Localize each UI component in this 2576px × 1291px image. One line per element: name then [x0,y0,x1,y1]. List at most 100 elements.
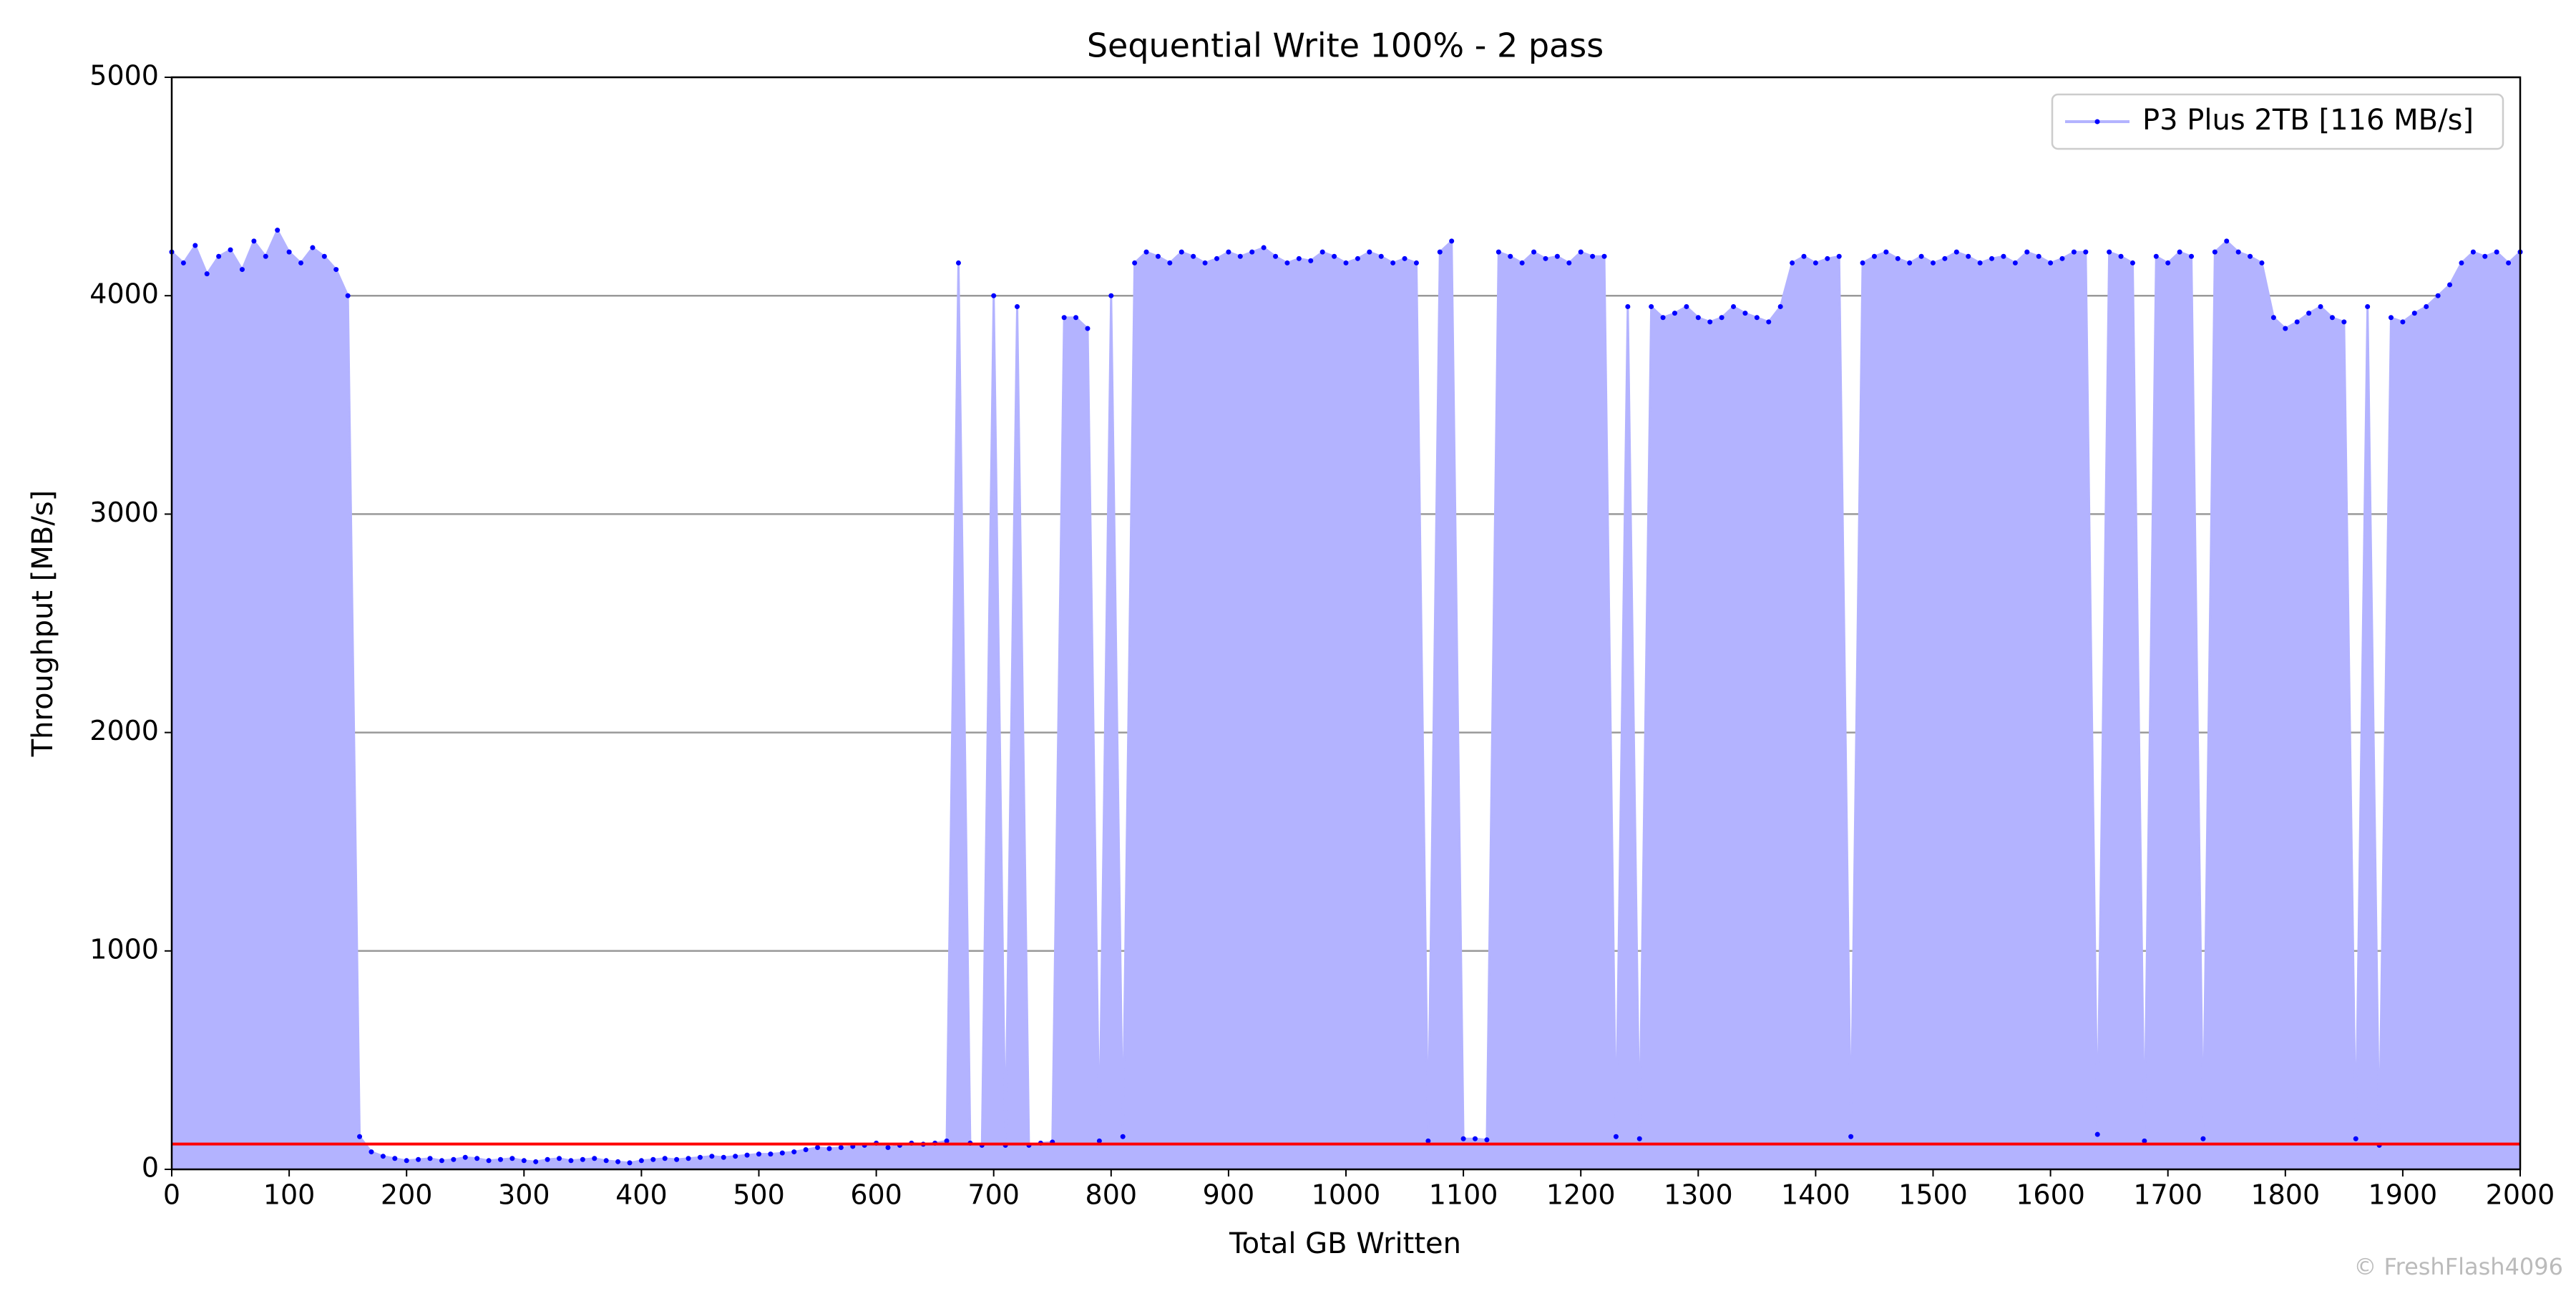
data-point [1754,315,1760,321]
data-point [298,260,304,265]
data-point [1636,1136,1642,1141]
data-point [2270,315,2276,321]
data-point [1695,315,1701,321]
y-tick-label: 1000 [89,933,159,965]
data-point [733,1154,738,1159]
data-point [2107,249,2112,255]
data-point [1883,249,1889,255]
data-point [1966,253,1971,259]
data-point [1284,260,1290,265]
data-point [2494,249,2499,255]
data-point [2482,253,2488,259]
data-point [1460,1136,1466,1141]
data-point [955,260,961,265]
data-point [416,1156,421,1162]
data-point [2235,249,2241,255]
data-point [486,1158,492,1164]
plot-frame [170,76,2522,1171]
data-point [275,228,280,233]
data-point [2153,253,2159,259]
data-point [1989,255,1995,261]
data-point [2388,315,2394,321]
x-tick-label: 1100 [1429,1179,1498,1211]
data-point [2129,260,2135,265]
data-point [1931,260,1936,265]
legend-box [2051,93,2504,150]
data-point [204,271,210,277]
data-point [497,1156,503,1162]
data-point [1871,253,1877,259]
data-point [2353,1136,2358,1141]
data-point [2447,282,2453,288]
data-point [357,1134,363,1139]
data-point [1355,255,1360,261]
data-point [1625,303,1631,309]
data-point [380,1154,386,1159]
y-tick-label: 5000 [89,60,159,92]
data-point [1367,249,1372,255]
data-point [321,253,327,259]
data-point [1143,249,1149,255]
x-tick-label: 1000 [1312,1179,1381,1211]
x-axis-label: Total GB Written [1229,1227,1461,1260]
data-point [192,243,198,248]
data-point [1813,260,1818,265]
data-point [1684,303,1689,309]
data-point [2024,249,2030,255]
data-point [1590,253,1596,259]
data-point [2012,260,2018,265]
x-tick-label: 1600 [2016,1179,2085,1211]
data-point [1332,253,1337,259]
x-tick-label: 700 [967,1179,1020,1211]
data-point [180,260,186,265]
data-point [674,1156,680,1162]
data-point [709,1154,715,1159]
data-point [533,1159,539,1164]
data-point [1543,255,1548,261]
data-point [1613,1134,1619,1139]
data-point [2435,293,2441,298]
data-point [944,1138,950,1144]
x-tick-label: 1700 [2133,1179,2202,1211]
data-point [1202,260,1208,265]
y-tick-label: 4000 [89,278,159,310]
data-point [615,1159,621,1164]
data-point [686,1156,691,1161]
data-point [474,1156,480,1161]
data-point [2048,260,2054,265]
data-point [885,1144,891,1150]
data-point [2189,253,2195,259]
data-point [310,245,316,250]
data-point [1790,260,1795,265]
x-tick-label: 100 [263,1179,316,1211]
legend-label: P3 Plus 2TB [116 MB/s] [2142,104,2474,137]
data-point [580,1156,585,1162]
data-point [2306,311,2312,316]
data-point [2506,260,2512,265]
x-tick-label: 1300 [1664,1179,1733,1211]
data-point [1085,326,1091,331]
x-tick-label: 300 [498,1179,550,1211]
data-point [1508,253,1513,259]
data-point [369,1149,374,1155]
data-point [1531,249,1537,255]
x-tick-label: 1200 [1546,1179,1616,1211]
data-point [1484,1137,1490,1143]
data-point [462,1154,468,1160]
data-point [568,1158,574,1164]
chart-title: Sequential Write 100% - 2 pass [1087,26,1604,65]
data-point [521,1158,527,1164]
data-point [2424,303,2429,309]
data-point [779,1150,785,1156]
data-point [1402,255,1407,261]
data-point [1249,249,1255,255]
data-point [1777,303,1783,309]
data-point [333,267,339,273]
data-point [1578,249,1584,255]
x-tick-label: 1500 [1898,1179,1968,1211]
data-point [1825,255,1830,261]
y-tick-label: 2000 [89,715,159,746]
data-point [451,1156,457,1162]
legend: P3 Plus 2TB [116 MB/s] [2051,93,2504,150]
